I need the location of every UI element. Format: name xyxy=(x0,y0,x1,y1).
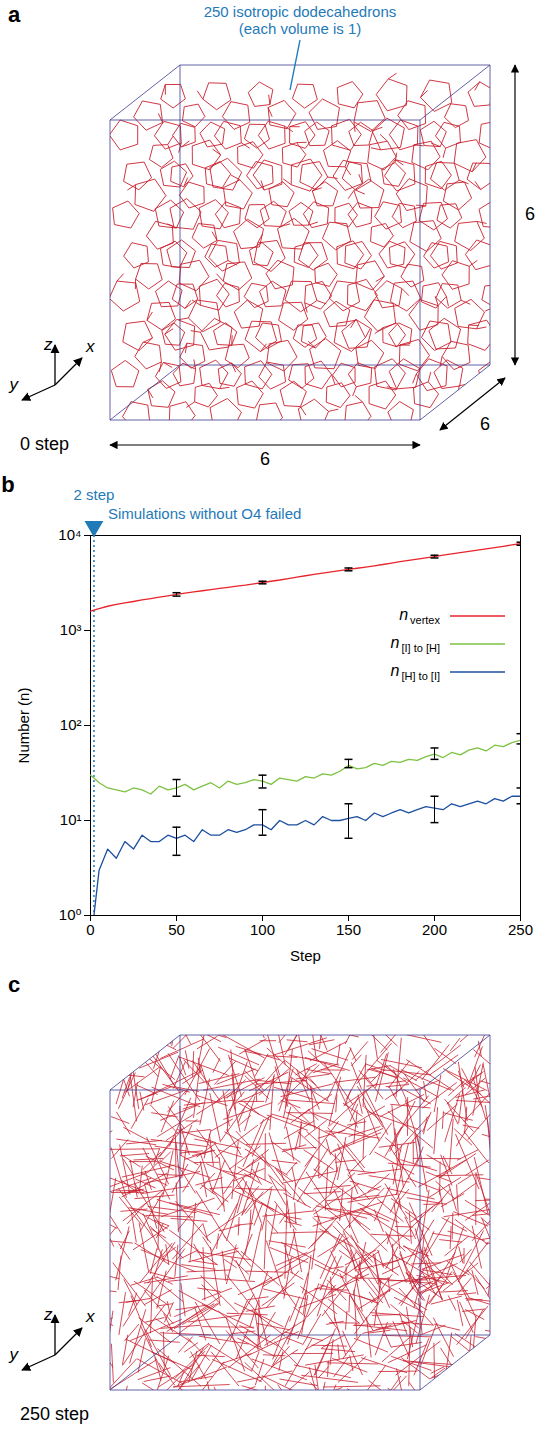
svg-text:nvertex: nvertex xyxy=(399,606,440,626)
svg-text:250: 250 xyxy=(508,921,533,938)
svg-text:x: x xyxy=(85,337,95,356)
svg-text:Number (n): Number (n) xyxy=(15,688,32,764)
svg-text:Simulations without O4 failed: Simulations without O4 failed xyxy=(108,505,301,522)
svg-text:y: y xyxy=(9,1345,20,1364)
svg-text:n[I] to [H]: n[I] to [H] xyxy=(391,634,440,654)
svg-text:n[H] to [I]: n[H] to [I] xyxy=(391,662,440,682)
svg-text:z: z xyxy=(43,1305,53,1324)
svg-text:250 isotropic dodecahedrons: 250 isotropic dodecahedrons xyxy=(204,3,397,20)
svg-text:50: 50 xyxy=(168,921,185,938)
svg-text:250 step: 250 step xyxy=(20,1404,89,1424)
svg-text:10¹: 10¹ xyxy=(60,811,82,828)
svg-text:y: y xyxy=(9,375,20,394)
svg-text:Step: Step xyxy=(290,947,321,964)
svg-text:6: 6 xyxy=(525,204,535,224)
svg-text:150: 150 xyxy=(336,921,361,938)
svg-text:10²: 10² xyxy=(60,716,82,733)
svg-text:10⁴: 10⁴ xyxy=(58,526,81,543)
svg-text:200: 200 xyxy=(422,921,447,938)
svg-text:0: 0 xyxy=(86,921,94,938)
svg-text:x: x xyxy=(85,1307,95,1326)
svg-text:10⁰: 10⁰ xyxy=(59,906,82,923)
svg-text:10³: 10³ xyxy=(60,621,82,638)
svg-text:100: 100 xyxy=(250,921,275,938)
svg-text:a: a xyxy=(8,2,21,27)
svg-text:6: 6 xyxy=(480,414,490,434)
svg-text:c: c xyxy=(8,972,20,997)
svg-text:6: 6 xyxy=(260,449,270,469)
svg-text:2 step: 2 step xyxy=(74,486,115,503)
svg-text:z: z xyxy=(43,335,53,354)
svg-text:b: b xyxy=(1,472,14,497)
svg-text:(each volume is 1): (each volume is 1) xyxy=(239,20,362,37)
svg-text:0 step: 0 step xyxy=(20,434,69,454)
